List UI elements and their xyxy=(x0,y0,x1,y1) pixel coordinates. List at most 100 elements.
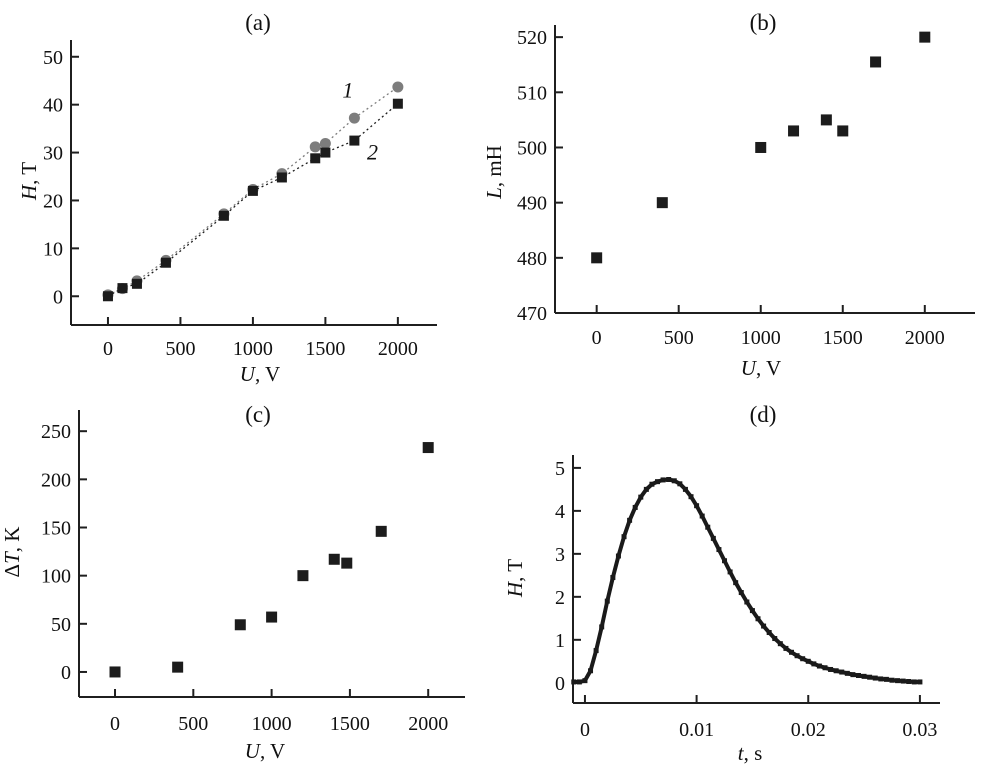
data-point-marker xyxy=(917,679,923,685)
chart-c-x-axis-label: U, V xyxy=(245,739,285,763)
data-point-marker xyxy=(788,125,800,137)
x-tick-label: 0 xyxy=(592,327,602,349)
y-tick-label: 200 xyxy=(41,469,71,491)
chart-c-y-axis-label: ΔT, K xyxy=(0,527,24,578)
y-tick-label: 500 xyxy=(517,137,547,159)
data-point-marker xyxy=(794,653,800,659)
data-point-marker xyxy=(117,283,128,294)
data-point-marker xyxy=(837,125,849,137)
y-tick-label: 10 xyxy=(43,238,63,260)
y-tick-label: 50 xyxy=(51,614,71,636)
data-point-marker xyxy=(755,616,761,622)
x-tick-label: 2000 xyxy=(378,338,418,360)
x-tick-label: 0.03 xyxy=(902,719,937,741)
data-point-marker xyxy=(309,141,321,153)
data-point-marker xyxy=(820,114,832,126)
data-point-marker xyxy=(643,486,649,492)
data-point-marker xyxy=(422,442,434,454)
data-point-marker xyxy=(571,679,577,685)
x-tick-label: 500 xyxy=(165,338,195,360)
chart-b-series-L xyxy=(591,31,931,264)
data-point-marker xyxy=(766,630,772,636)
y-tick-label: 510 xyxy=(517,82,547,104)
data-point-marker xyxy=(710,535,716,541)
data-point-marker xyxy=(588,668,594,674)
data-point-marker xyxy=(749,608,755,614)
data-point-marker xyxy=(900,678,906,684)
data-point-marker xyxy=(855,672,861,678)
data-point-marker xyxy=(911,679,917,685)
data-point-marker xyxy=(883,676,889,682)
chart-a-y-axis-label: H, T xyxy=(17,162,41,201)
x-tick-label: 500 xyxy=(178,713,208,735)
data-point-marker xyxy=(392,98,403,109)
data-point-marker xyxy=(218,210,229,221)
x-tick-label: 0 xyxy=(110,713,120,735)
data-point-marker xyxy=(604,598,610,604)
data-point-marker xyxy=(772,636,778,642)
data-point-marker xyxy=(705,524,711,530)
data-point-marker xyxy=(783,645,789,651)
chart-c: 0 500 1000 1500 2000 0 50 100 150 200 250 (c) U, V ΔT… xyxy=(0,402,465,763)
data-point-marker xyxy=(375,525,387,537)
chart-b-x-ticks: 0 500 1000 1500 2000 xyxy=(592,305,945,349)
data-point-marker xyxy=(800,656,806,662)
data-point-marker xyxy=(632,504,638,510)
chart-d-y-axis-label: H, T xyxy=(503,559,527,598)
x-tick-label: 0.02 xyxy=(791,719,826,741)
data-point-marker xyxy=(727,569,733,575)
data-point-marker xyxy=(722,558,728,564)
chart-d-x-ticks: 0 0.01 0.02 0.03 xyxy=(580,695,937,741)
data-point-marker xyxy=(621,534,627,540)
y-tick-label: 20 xyxy=(43,190,63,212)
y-tick-label: 0 xyxy=(53,286,63,308)
x-tick-label: 1000 xyxy=(741,327,781,349)
data-point-marker xyxy=(738,590,744,596)
data-point-marker xyxy=(655,479,661,485)
chart-a-series-label-2: 2 xyxy=(367,140,378,165)
y-tick-label: 50 xyxy=(43,47,63,69)
data-point-marker xyxy=(789,649,795,655)
data-point-marker xyxy=(671,478,677,484)
data-point-marker xyxy=(349,135,360,146)
chart-b: 0 500 1000 1500 2000 470 480 490 500 510 520 (b) U, … xyxy=(482,10,975,380)
chart-d: 0 0.01 0.02 0.03 0 1 2 3 4 5 (d) t, s H, T xyxy=(503,402,940,765)
chart-b-y-axis-label: L, mH xyxy=(482,145,506,200)
data-point-marker xyxy=(744,599,750,605)
data-point-marker xyxy=(172,661,184,673)
y-tick-label: 150 xyxy=(41,517,71,539)
y-tick-label: 0 xyxy=(555,673,565,695)
chart-c-title: (c) xyxy=(245,402,271,427)
x-tick-label: 1500 xyxy=(823,327,863,349)
data-point-marker xyxy=(341,557,353,569)
chart-d-title: (d) xyxy=(750,402,777,427)
chart-b-title: (b) xyxy=(750,10,777,35)
chart-d-series-H(t) xyxy=(571,476,923,685)
data-point-marker xyxy=(297,570,309,582)
data-point-marker xyxy=(310,153,321,164)
data-point-marker xyxy=(870,56,882,68)
data-point-marker xyxy=(919,31,931,43)
x-tick-label: 1000 xyxy=(252,713,292,735)
chart-b-x-axis-label: U, V xyxy=(741,356,781,380)
data-point-marker xyxy=(867,674,873,680)
data-point-marker xyxy=(320,147,331,158)
y-tick-label: 250 xyxy=(41,421,71,443)
y-tick-label: 3 xyxy=(555,544,565,566)
data-point-marker xyxy=(266,611,278,623)
data-point-marker xyxy=(850,672,856,678)
data-point-marker xyxy=(861,673,867,679)
data-point-marker xyxy=(878,676,884,682)
data-point-marker xyxy=(682,486,688,492)
y-tick-label: 480 xyxy=(517,248,547,270)
data-point-marker xyxy=(234,619,246,631)
data-point-marker xyxy=(160,257,171,268)
data-point-marker xyxy=(656,197,668,209)
y-tick-label: 4 xyxy=(555,501,565,523)
chart-c-y-ticks: 0 50 100 150 200 250 xyxy=(41,421,87,684)
data-point-marker xyxy=(828,666,834,672)
data-point-marker xyxy=(593,648,599,654)
x-tick-label: 0.01 xyxy=(679,719,714,741)
data-point-marker xyxy=(761,623,767,629)
